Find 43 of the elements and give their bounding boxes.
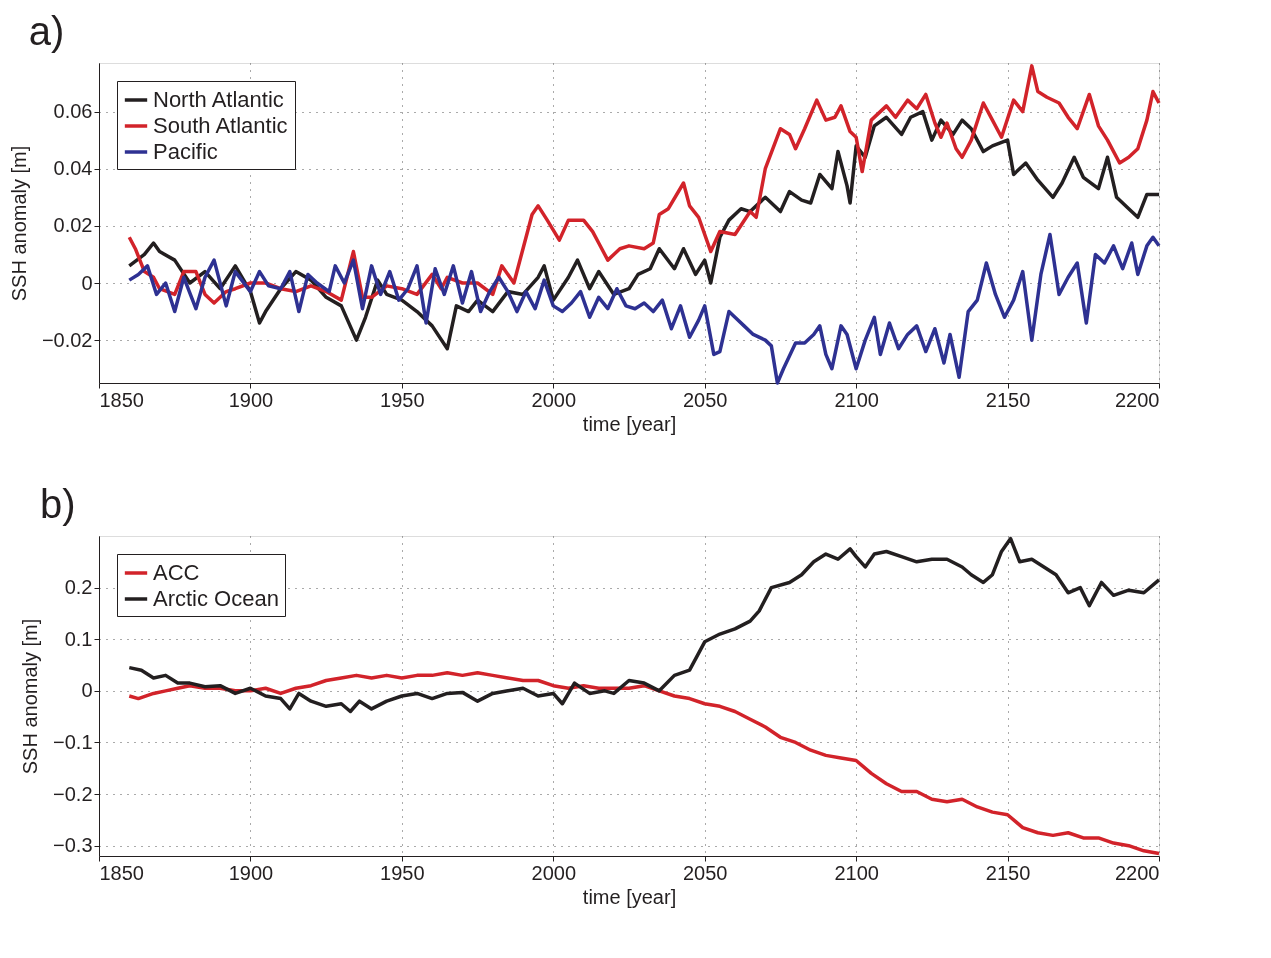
x-axis-title: time [year] bbox=[582, 885, 677, 908]
x-tick-label: 1850 bbox=[99, 388, 144, 411]
y-axis-title: SSH anomaly [m] bbox=[7, 145, 30, 302]
legend-label: South Atlantic bbox=[153, 113, 288, 138]
line-series bbox=[127, 536, 1161, 714]
chart-title: a) bbox=[28, 9, 65, 53]
x-tick-label: 1950 bbox=[380, 861, 425, 884]
x-tick-label: 2000 bbox=[531, 388, 577, 411]
line-series bbox=[127, 64, 1161, 305]
x-tick-label: 2100 bbox=[834, 861, 879, 884]
x-tick-label: 2150 bbox=[985, 861, 1031, 884]
legend-label: North Atlantic bbox=[153, 87, 284, 112]
y-tick-label: 0.04 bbox=[53, 157, 93, 180]
y-tick-label: −0.2 bbox=[53, 782, 93, 805]
x-tick-label: 1850 bbox=[99, 861, 144, 884]
y-tick-label: −0.3 bbox=[53, 834, 93, 857]
line-series bbox=[127, 109, 1161, 351]
y-axis-title: SSH anomaly [m] bbox=[19, 618, 42, 775]
y-tick-label: 0.02 bbox=[53, 214, 93, 237]
y-tick-label: 0.06 bbox=[53, 100, 93, 123]
x-tick-label: 2000 bbox=[531, 861, 577, 884]
legend-label: ACC bbox=[153, 560, 200, 585]
x-axis-title: time [year] bbox=[582, 412, 677, 435]
y-tick-label: −0.02 bbox=[41, 328, 93, 351]
line-series bbox=[127, 671, 1161, 856]
y-tick-label: −0.1 bbox=[53, 730, 93, 753]
x-tick-label: 1900 bbox=[228, 861, 274, 884]
y-tick-label: 0.1 bbox=[64, 627, 93, 650]
x-tick-label: 2050 bbox=[682, 388, 728, 411]
y-tick-label: 0.2 bbox=[64, 576, 93, 599]
legend-label: Arctic Ocean bbox=[153, 586, 279, 611]
x-tick-label: 2050 bbox=[682, 861, 728, 884]
x-tick-label: 2200 bbox=[1115, 861, 1160, 884]
x-tick-label: 2200 bbox=[1115, 388, 1160, 411]
x-tick-label: 1900 bbox=[228, 388, 274, 411]
y-tick-label: 0 bbox=[81, 271, 93, 294]
chart-title: b) bbox=[39, 482, 76, 526]
x-tick-label: 1950 bbox=[380, 388, 425, 411]
x-tick-label: 2150 bbox=[985, 388, 1031, 411]
x-tick-label: 2100 bbox=[834, 388, 879, 411]
legend-label: Pacific bbox=[153, 139, 218, 164]
line-series bbox=[127, 232, 1161, 385]
y-tick-label: 0 bbox=[81, 679, 93, 702]
